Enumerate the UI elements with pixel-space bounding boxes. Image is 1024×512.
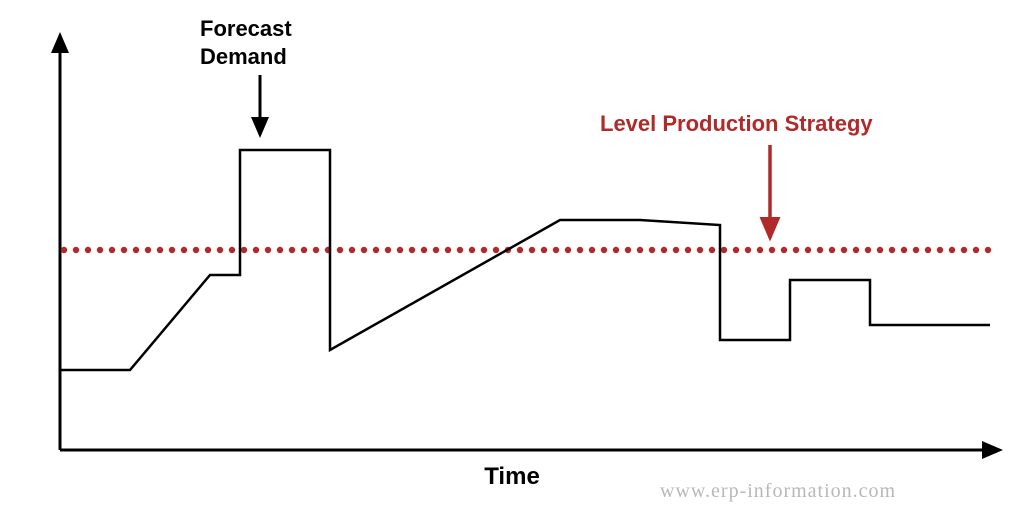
forecast-label-line2: Demand (200, 44, 287, 69)
watermark-text: www.erp-information.com (660, 480, 896, 502)
forecast-demand-label: Forecast Demand (200, 15, 292, 70)
chart-container: Forecast Demand Level Production Strateg… (0, 0, 1024, 512)
chart-svg (0, 0, 1024, 512)
watermark: www.erp-information.com (660, 480, 896, 503)
level-strategy-label: Level Production Strategy (600, 110, 873, 138)
forecast-label-line1: Forecast (200, 16, 292, 41)
x-axis-label-text: Time (484, 463, 540, 490)
level-label-text: Level Production Strategy (600, 111, 873, 136)
